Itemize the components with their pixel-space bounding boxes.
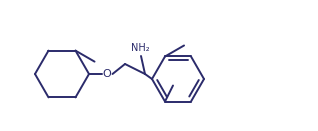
Text: O: O	[103, 69, 111, 79]
Text: NH₂: NH₂	[131, 43, 149, 53]
